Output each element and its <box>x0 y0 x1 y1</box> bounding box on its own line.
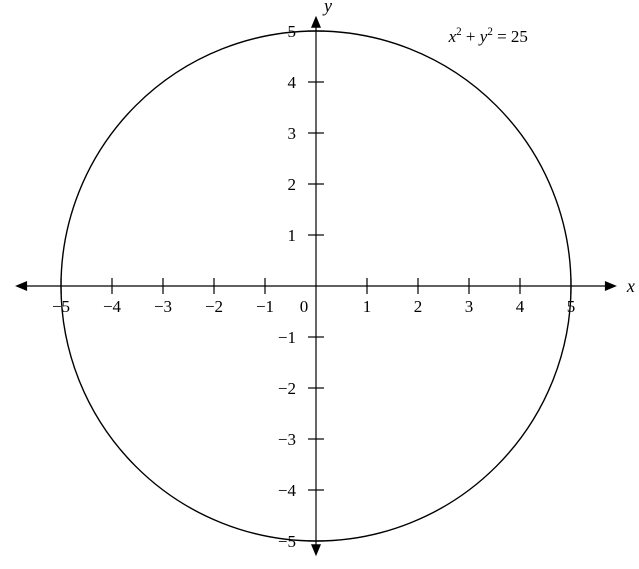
y-axis-label: y <box>322 0 332 16</box>
x-tick-label: 2 <box>414 297 423 316</box>
y-tick-label: 3 <box>288 124 297 143</box>
x-tick-label: 4 <box>516 297 525 316</box>
x-tick-label: 1 <box>363 297 372 316</box>
x-tick-label: −1 <box>256 297 274 316</box>
x-tick-label: −2 <box>205 297 223 316</box>
circle-chart: −5−4−3−2−1123450−5−4−3−2−112345xyx2 + y2… <box>0 0 639 569</box>
x-axis-label: x <box>626 276 635 296</box>
x-tick-label: 3 <box>465 297 474 316</box>
y-tick-label: −4 <box>278 481 297 500</box>
y-tick-label: −5 <box>278 532 296 551</box>
y-tick-label: −1 <box>278 328 296 347</box>
y-tick-label: −2 <box>278 379 296 398</box>
y-tick-label: 2 <box>288 175 297 194</box>
y-tick-label: −3 <box>278 430 296 449</box>
x-tick-label: −4 <box>103 297 122 316</box>
y-tick-label: 1 <box>288 226 297 245</box>
chart-background <box>0 0 639 569</box>
chart-container: −5−4−3−2−1123450−5−4−3−2−112345xyx2 + y2… <box>0 0 639 569</box>
y-tick-label: 4 <box>288 73 297 92</box>
x-tick-label: −3 <box>154 297 172 316</box>
origin-label: 0 <box>300 297 309 316</box>
